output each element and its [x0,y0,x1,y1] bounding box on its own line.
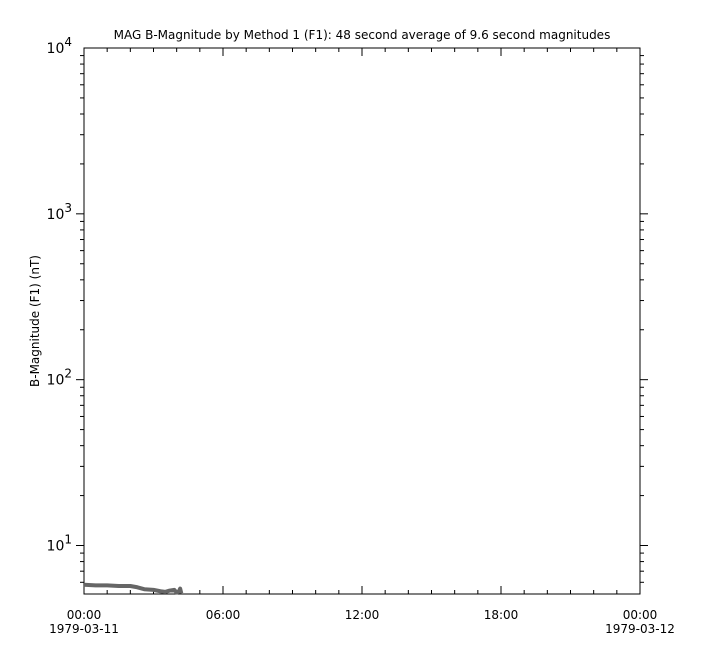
chart-title: MAG B-Magnitude by Method 1 (F1): 48 sec… [114,28,611,42]
y-tick-label: 103 [47,201,72,223]
plot-frame [83,47,641,595]
y-tick-label: 104 [47,35,72,57]
y-tick-label: 101 [47,533,72,555]
x-tick-label: 12:00 [345,608,380,622]
x-tick-date: 1979-03-11 [49,622,119,636]
x-tick-label: 06:00 [206,608,241,622]
series-line [83,582,184,595]
x-tick-label: 00:00 [67,608,102,622]
x-tick-date: 1979-03-12 [605,622,675,636]
y-axis-label: B-Magnitude (F1) (nT) [28,255,42,387]
x-tick-label: 00:00 [623,608,658,622]
y-tick-label: 102 [47,367,72,389]
x-tick-label: 18:00 [484,608,519,622]
